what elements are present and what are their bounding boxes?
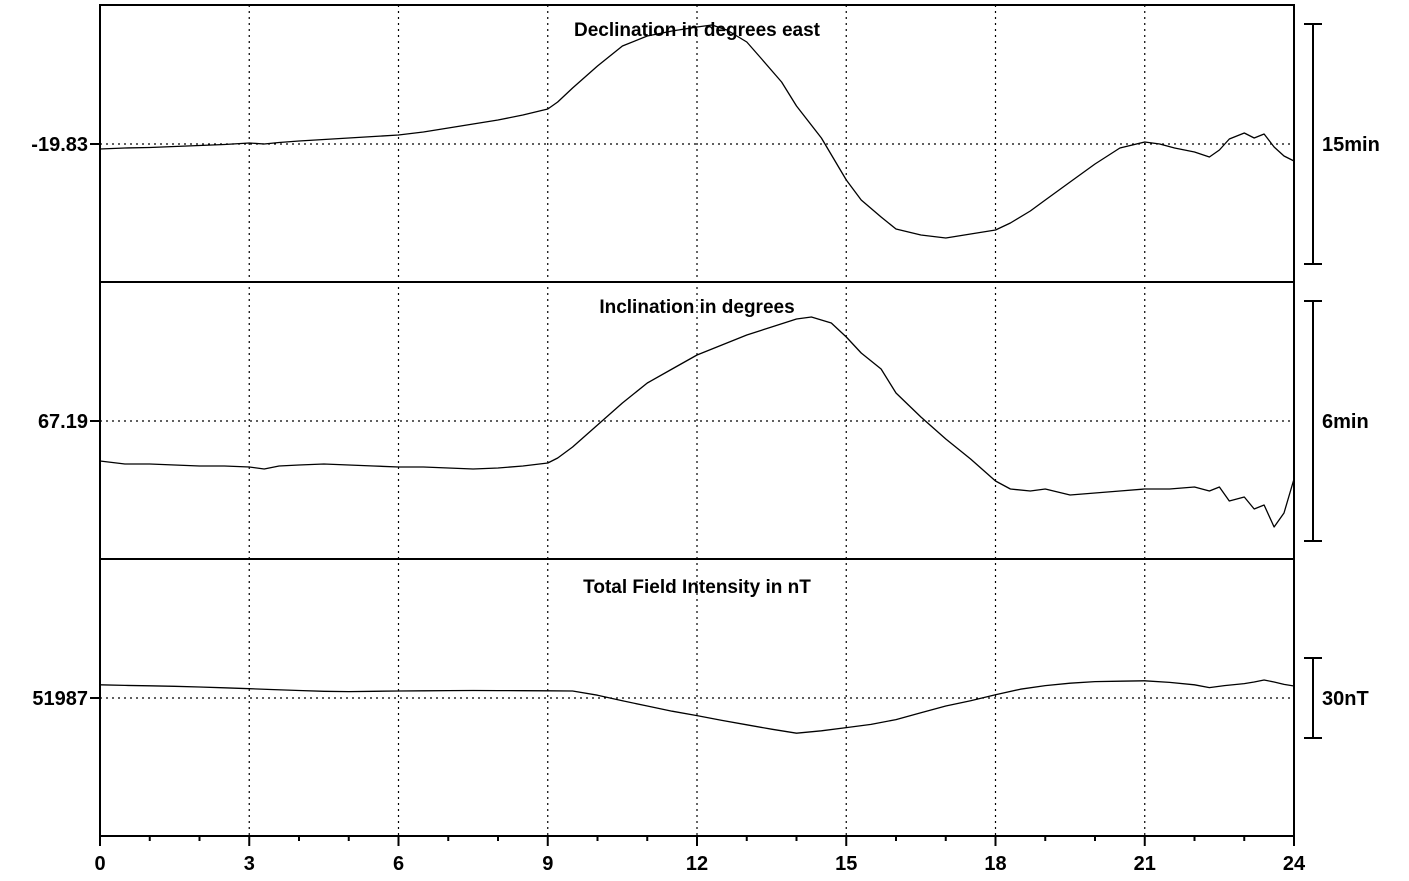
x-tick-label: 9: [542, 853, 553, 875]
scale-label: 15min: [1322, 134, 1380, 156]
x-tick-label: 15: [835, 853, 857, 875]
x-tick-label: 6: [393, 853, 404, 875]
panel-title: Declination in degrees east: [574, 20, 821, 41]
baseline-label: 51987: [32, 688, 88, 710]
scale-label: 6min: [1322, 411, 1369, 433]
baseline-label: 67.19: [38, 411, 88, 433]
x-tick-label: 3: [244, 853, 255, 875]
series-line: [99, 24, 1295, 239]
x-tick-label: 21: [1134, 853, 1156, 875]
panel-title: Total Field Intensity in nT: [583, 577, 811, 598]
x-tick-label: 18: [984, 853, 1006, 875]
panel-title: Inclination in degrees: [599, 297, 794, 318]
series-line: [99, 679, 1295, 734]
baseline-label: -19.83: [31, 134, 88, 156]
x-tick-label: 0: [94, 853, 105, 875]
series-line: [99, 316, 1295, 528]
x-tick-label: 24: [1283, 853, 1306, 875]
scale-label: 30nT: [1322, 688, 1369, 710]
x-tick-label: 12: [686, 853, 708, 875]
